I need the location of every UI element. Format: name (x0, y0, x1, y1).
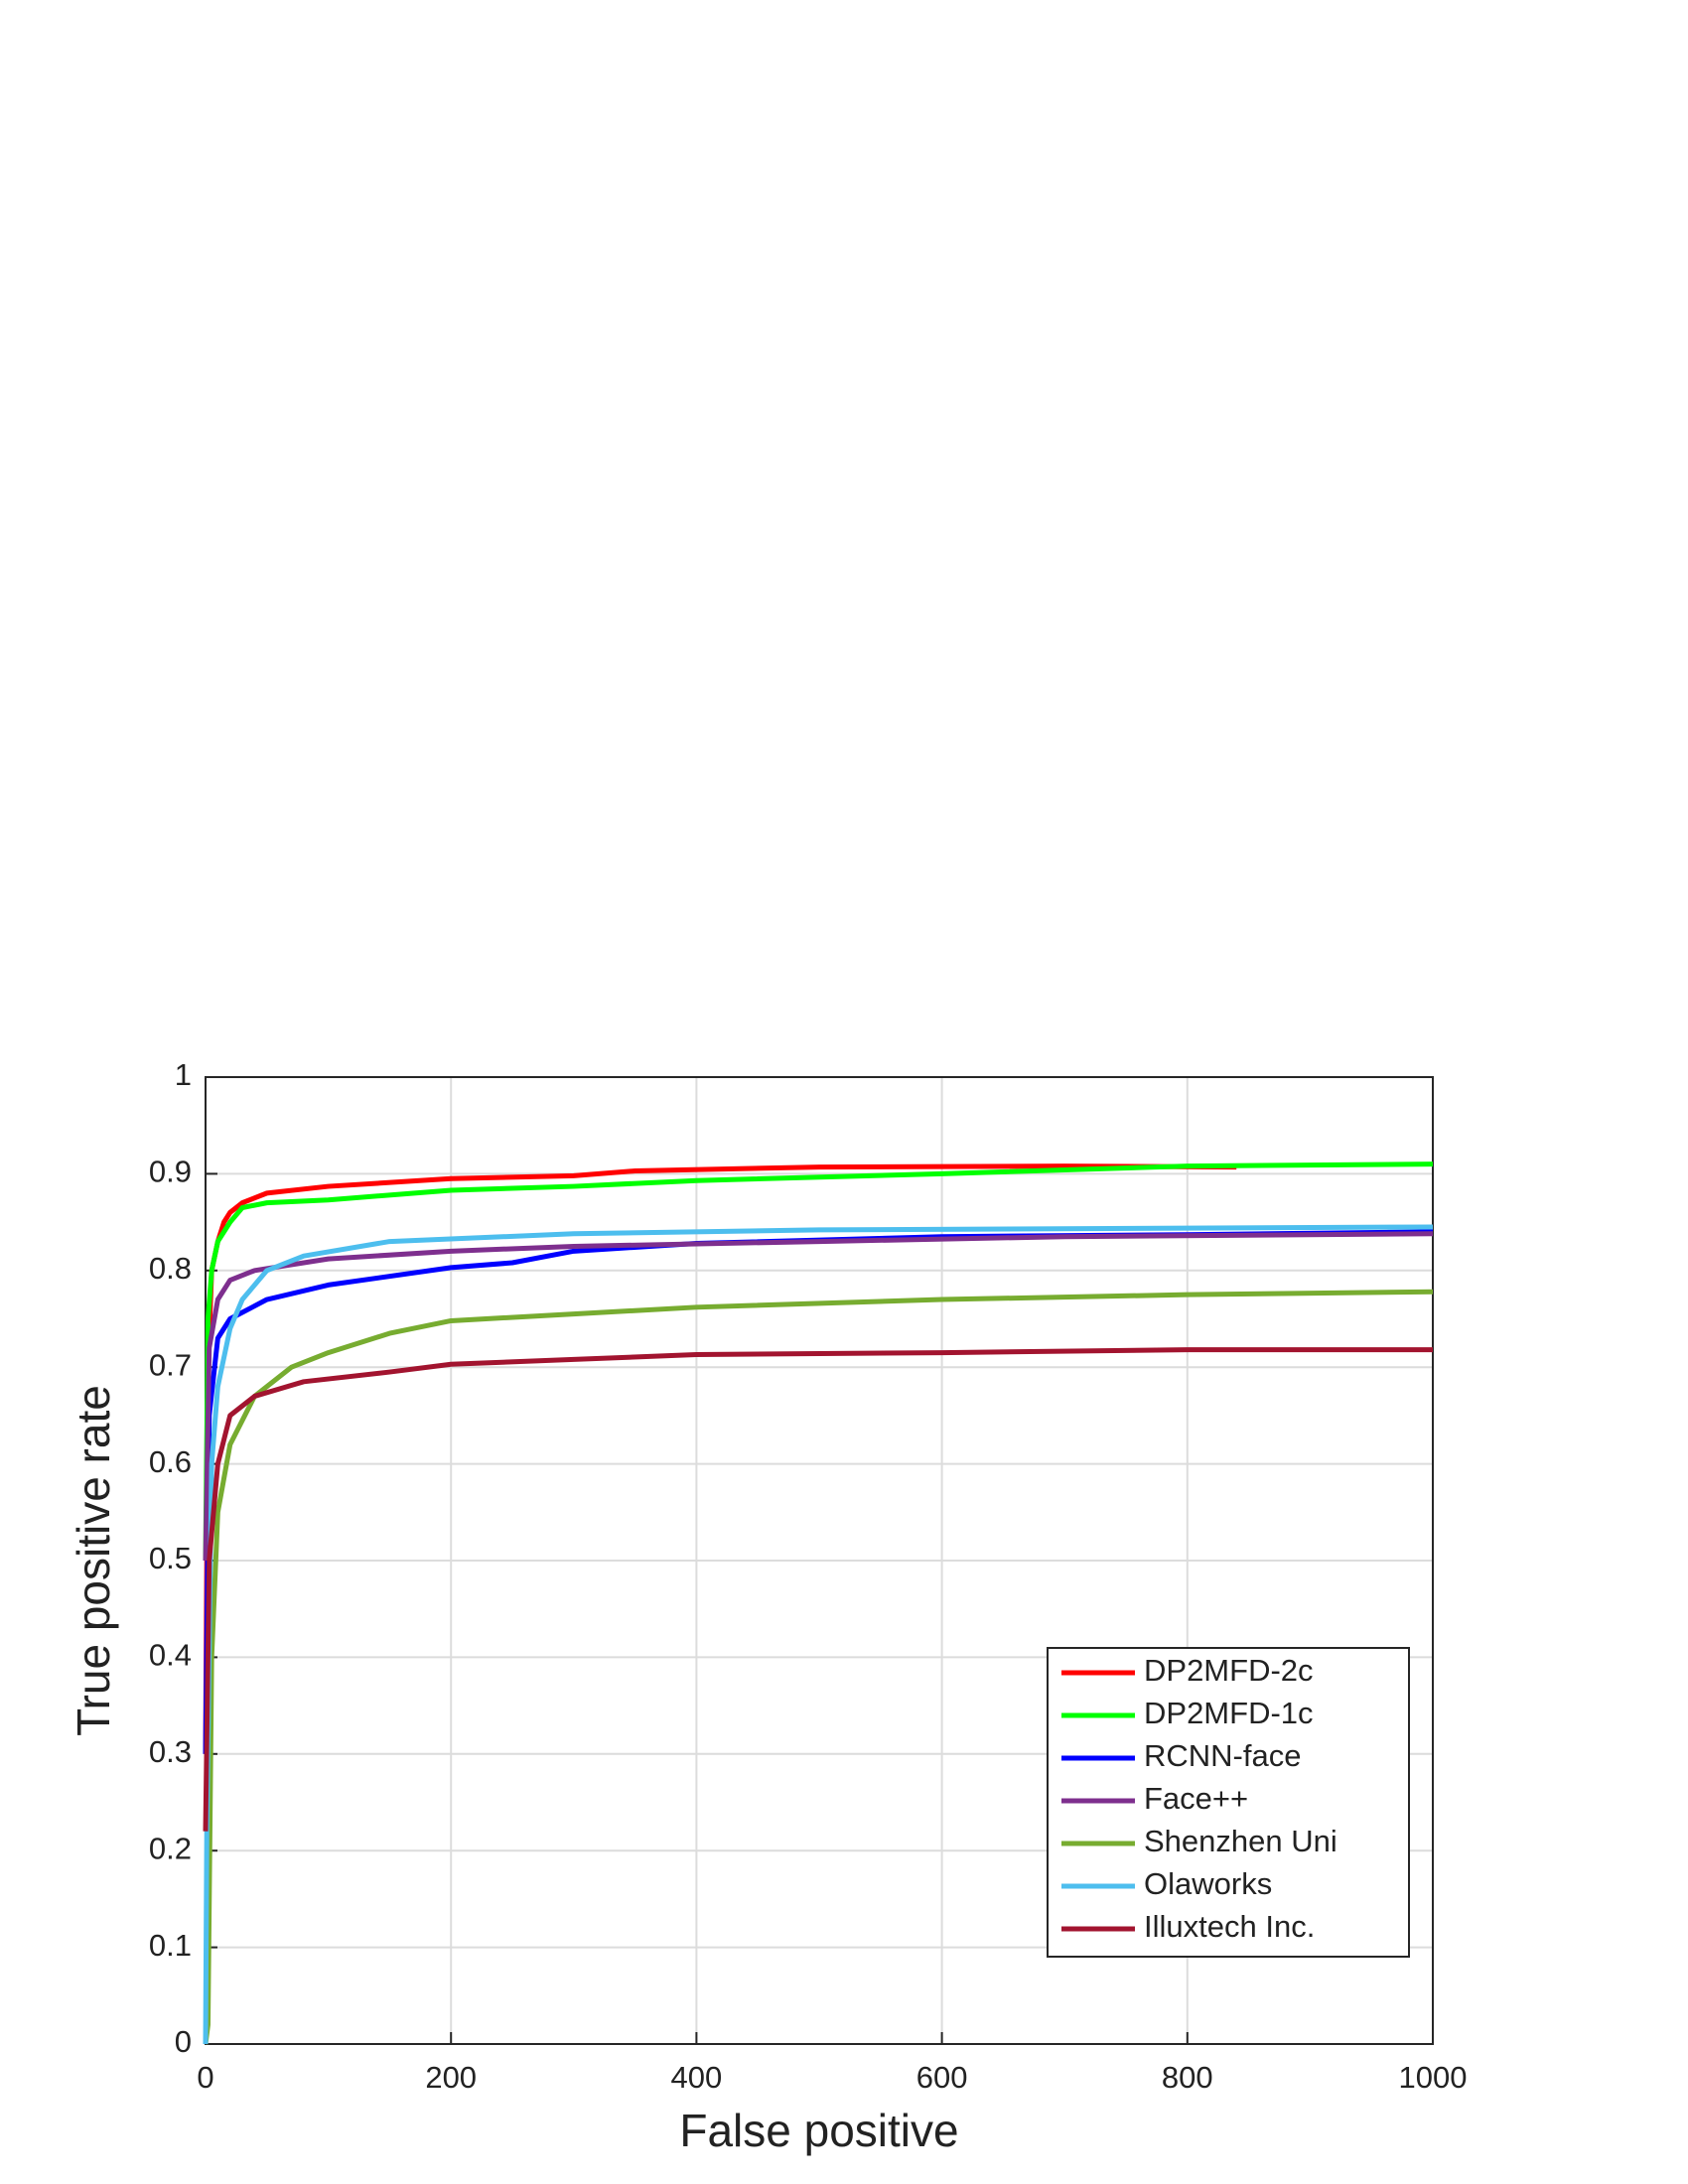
y-tick-label: 0.4 (149, 1638, 192, 1673)
y-tick-label: 0.6 (149, 1444, 192, 1479)
x-tick-label: 200 (425, 2060, 477, 2095)
series-line (203, 1231, 1434, 1562)
series-line (203, 1289, 1434, 2045)
legend-label: Shenzhen Uni (1144, 1824, 1337, 1858)
y-tick-label: 0.9 (149, 1155, 192, 1189)
x-axis-title: False positive (679, 2105, 958, 2156)
legend-label: DP2MFD-2c (1144, 1653, 1314, 1688)
y-tick-label: 0.5 (149, 1541, 192, 1575)
y-tick-label: 0.7 (149, 1347, 192, 1382)
legend-label: Face++ (1144, 1781, 1248, 1816)
x-tick-label: 800 (1162, 2060, 1213, 2095)
x-tick-label: 400 (671, 2060, 723, 2095)
legend-label: Olaworks (1144, 1866, 1272, 1901)
y-tick-label: 0.3 (149, 1734, 192, 1769)
y-tick-label: 0.8 (149, 1251, 192, 1286)
x-tick-label: 0 (197, 2060, 213, 2095)
y-tick-label: 1 (175, 1057, 192, 1092)
legend-label: DP2MFD-1c (1144, 1696, 1314, 1730)
y-axis-title: True positive rate (68, 1385, 119, 1736)
legend-label: RCNN-face (1144, 1738, 1301, 1773)
series-line (203, 1161, 1434, 1562)
x-tick-label: 1000 (1399, 2060, 1468, 2095)
y-tick-label: 0 (175, 2024, 192, 2059)
y-tick-label: 0.1 (149, 1928, 192, 1963)
legend-label: Illuxtech Inc. (1144, 1909, 1315, 1944)
y-tick-label: 0.2 (149, 1831, 192, 1865)
series-line (203, 1347, 1433, 1832)
x-tick-label: 600 (916, 2060, 968, 2095)
